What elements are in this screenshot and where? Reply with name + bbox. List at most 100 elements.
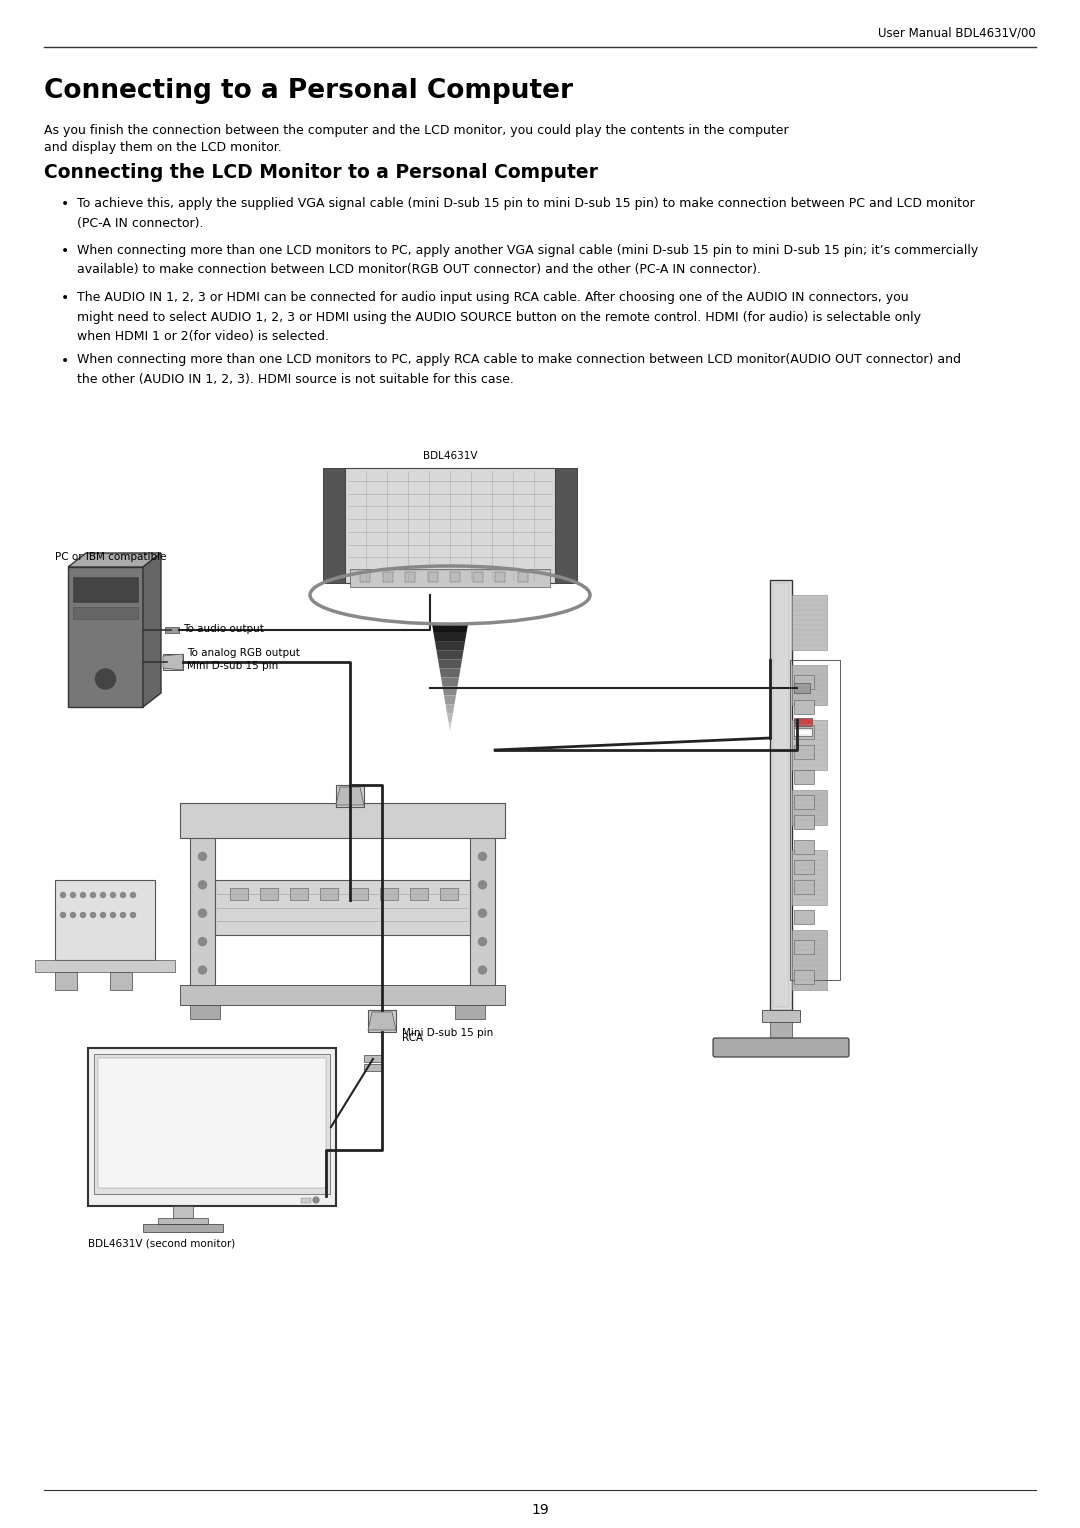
Bar — [792, 665, 827, 704]
Text: •: • — [60, 290, 69, 306]
Polygon shape — [368, 1012, 396, 1030]
Bar — [792, 720, 827, 770]
Bar — [794, 860, 814, 874]
Bar — [73, 578, 138, 602]
Bar — [110, 972, 132, 990]
Bar — [794, 814, 814, 830]
Circle shape — [199, 824, 206, 833]
Bar — [428, 571, 437, 582]
Circle shape — [110, 912, 116, 917]
Bar — [794, 718, 812, 726]
Bar — [794, 795, 814, 808]
Bar — [323, 468, 345, 584]
Bar — [495, 571, 505, 582]
Polygon shape — [433, 633, 467, 642]
FancyBboxPatch shape — [713, 1038, 849, 1057]
Bar — [68, 567, 143, 707]
Bar — [455, 1005, 485, 1019]
Text: 19: 19 — [531, 1504, 549, 1517]
Text: To audio output: To audio output — [183, 623, 264, 634]
Polygon shape — [435, 642, 465, 651]
Text: When connecting more than one LCD monitors to PC, apply another VGA signal cable: When connecting more than one LCD monito… — [77, 244, 978, 277]
Bar — [794, 727, 812, 736]
Circle shape — [121, 912, 125, 917]
Bar — [773, 584, 789, 1007]
Circle shape — [100, 912, 106, 917]
Text: As you finish the connection between the computer and the LCD monitor, you could: As you finish the connection between the… — [44, 124, 788, 138]
Bar — [364, 1063, 382, 1071]
Bar — [301, 1198, 311, 1203]
Bar — [230, 888, 248, 900]
Bar — [98, 1057, 326, 1187]
Circle shape — [478, 880, 486, 889]
Text: Connecting to a Personal Computer: Connecting to a Personal Computer — [44, 78, 573, 104]
Bar — [450, 571, 460, 582]
Bar — [792, 594, 827, 649]
Text: Mini D-sub 15 pin: Mini D-sub 15 pin — [187, 662, 279, 671]
Bar — [794, 700, 814, 714]
Text: To achieve this, apply the supplied VGA signal cable (mini D-sub 15 pin to mini : To achieve this, apply the supplied VGA … — [77, 197, 975, 229]
Bar — [794, 746, 814, 759]
Bar — [792, 850, 827, 905]
Bar — [794, 940, 814, 953]
Bar — [336, 785, 364, 807]
Circle shape — [199, 880, 206, 889]
Bar — [762, 1010, 800, 1022]
Bar — [770, 581, 792, 1010]
Bar — [789, 660, 840, 979]
Bar — [55, 972, 77, 990]
Bar — [794, 970, 814, 984]
Bar — [165, 626, 179, 633]
Bar — [291, 888, 308, 900]
Polygon shape — [432, 623, 468, 633]
Circle shape — [199, 909, 206, 917]
Polygon shape — [446, 704, 455, 714]
Bar — [190, 1005, 220, 1019]
Circle shape — [478, 938, 486, 946]
Bar — [440, 888, 458, 900]
Circle shape — [121, 892, 125, 897]
Circle shape — [70, 912, 76, 917]
Polygon shape — [447, 714, 453, 723]
Bar — [350, 888, 368, 900]
Text: The AUDIO IN 1, 2, 3 or HDMI can be connected for audio input using RCA cable. A: The AUDIO IN 1, 2, 3 or HDMI can be conn… — [77, 290, 921, 342]
Bar — [470, 808, 495, 990]
Bar — [770, 1022, 792, 1041]
Circle shape — [70, 892, 76, 897]
Bar — [794, 880, 814, 894]
Polygon shape — [443, 686, 458, 695]
Circle shape — [478, 966, 486, 973]
Bar — [794, 770, 814, 784]
Text: RCA: RCA — [402, 1033, 423, 1044]
Circle shape — [100, 892, 106, 897]
Circle shape — [199, 938, 206, 946]
Circle shape — [199, 966, 206, 973]
Bar — [180, 986, 505, 1005]
Bar — [215, 880, 470, 935]
Bar — [792, 790, 827, 825]
Bar — [173, 1206, 193, 1218]
Bar — [380, 888, 399, 900]
Bar — [94, 1054, 330, 1193]
Polygon shape — [448, 723, 451, 730]
Text: To analog RGB output: To analog RGB output — [187, 648, 300, 659]
Bar — [143, 1224, 222, 1232]
Bar — [794, 683, 810, 694]
Polygon shape — [68, 553, 161, 567]
Bar — [345, 468, 555, 584]
Circle shape — [95, 669, 116, 689]
Circle shape — [60, 912, 66, 917]
Polygon shape — [163, 654, 183, 669]
Bar — [473, 571, 483, 582]
Text: Mini D-sub 15 pin: Mini D-sub 15 pin — [402, 1028, 494, 1038]
Circle shape — [81, 912, 85, 917]
Bar — [792, 931, 827, 990]
Bar — [794, 675, 814, 689]
Bar — [320, 888, 338, 900]
Text: When connecting more than one LCD monitors to PC, apply RCA cable to make connec: When connecting more than one LCD monito… — [77, 353, 961, 387]
Polygon shape — [143, 553, 161, 707]
Bar — [350, 568, 550, 587]
Circle shape — [199, 853, 206, 860]
Polygon shape — [441, 677, 459, 686]
Circle shape — [131, 912, 135, 917]
